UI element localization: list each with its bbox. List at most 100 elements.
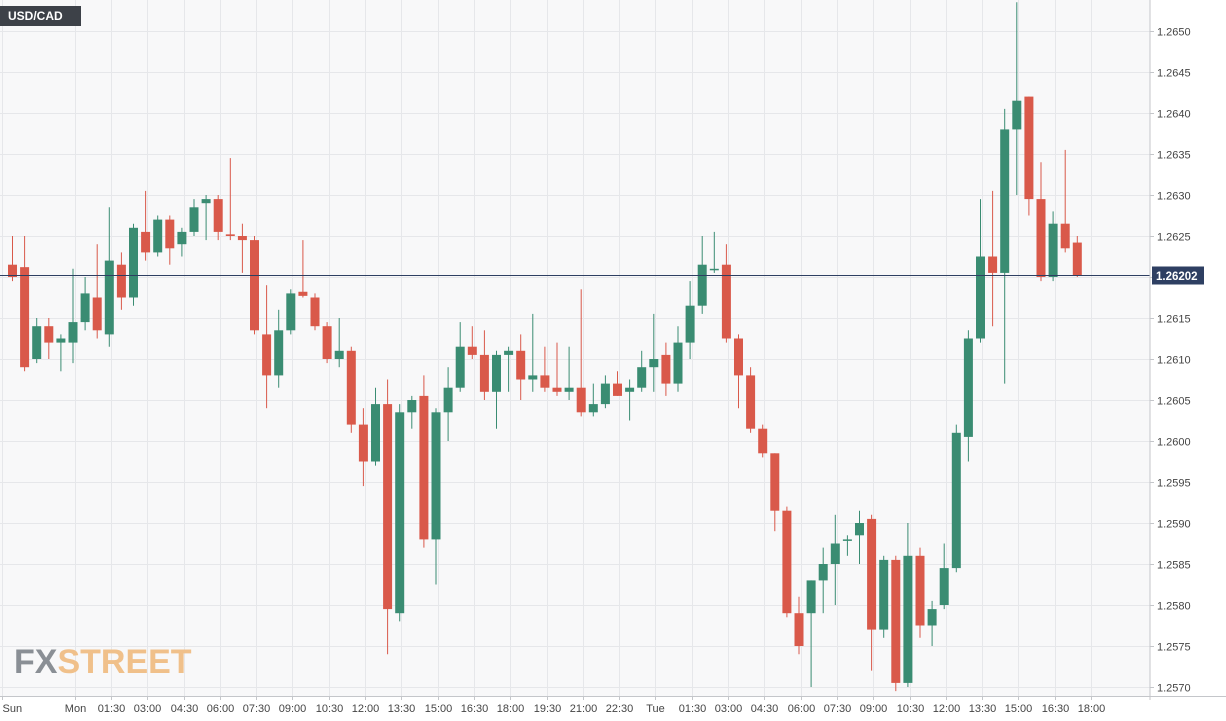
candle-body [1012, 100, 1022, 130]
candle-up [1012, 2, 1022, 195]
candle-body [794, 613, 804, 646]
candle-body [92, 297, 102, 331]
candle-body [806, 580, 816, 614]
x-tick-label: Sun [3, 703, 23, 715]
candle-body [576, 387, 586, 413]
candle-body [213, 199, 223, 232]
x-tick-label: 22:30 [606, 703, 634, 715]
price-tag-label: 1.26202 [1156, 271, 1198, 283]
candle-down [734, 334, 743, 409]
candle-up [963, 330, 973, 462]
candle-down [322, 322, 332, 364]
candle-down [383, 379, 393, 655]
candle-body [927, 609, 937, 626]
candle-body [286, 293, 296, 331]
candle-body [129, 227, 138, 298]
candle-body [419, 395, 429, 540]
candle-down [346, 346, 356, 433]
candle-up [177, 227, 187, 257]
candle-body [298, 291, 308, 296]
candle-body [758, 428, 768, 454]
candle-down [250, 236, 259, 335]
y-axis: 1.2650 1.2645 1.2640 1.2635 1.2630 1.2625 1.26… [1150, 27, 1191, 695]
x-tick-label: 09:00 [279, 703, 307, 715]
candle-down [782, 506, 792, 618]
x-tick-label: 06:00 [788, 703, 816, 715]
candle-body [709, 268, 719, 271]
candle-body [407, 400, 417, 413]
candle-body [782, 510, 792, 614]
candle-up [371, 387, 380, 466]
candle-body [274, 330, 284, 376]
candle-up [855, 510, 864, 564]
symbol-label: USD/CAD [0, 6, 81, 26]
candle-body [564, 387, 574, 392]
candle-up [1048, 211, 1058, 282]
candle-down [141, 190, 151, 261]
x-tick-label: 10:30 [316, 703, 344, 715]
x-tick-label: 09:00 [860, 703, 888, 715]
candle-down [721, 244, 731, 343]
y-tick-label: 1.2580 [1157, 601, 1191, 613]
x-tick-label: 06:00 [207, 703, 235, 715]
candle-body [976, 256, 985, 339]
candle-body [177, 231, 187, 245]
candle-up [395, 404, 405, 622]
candle-up [431, 408, 441, 585]
candle-down [44, 318, 54, 359]
candle-up [951, 424, 961, 573]
y-tick-label: 1.2585 [1157, 560, 1191, 572]
candle-body [225, 234, 235, 236]
candle-down [891, 555, 901, 692]
y-tick-label: 1.2570 [1157, 683, 1191, 695]
candle-up [818, 547, 828, 614]
candle-body [600, 383, 610, 405]
candle-down [1024, 96, 1034, 216]
candle-up [588, 383, 598, 417]
candle-body [637, 367, 647, 388]
candle-up [32, 318, 42, 364]
candle-up [685, 281, 695, 359]
candle-up [709, 231, 719, 273]
x-tick-label: 15:00 [1005, 703, 1033, 715]
candle-up [600, 375, 610, 409]
candle-body [56, 338, 66, 343]
candle-up [830, 514, 840, 605]
x-tick-label: 16:30 [461, 703, 489, 715]
candle-body [116, 264, 126, 298]
candle-body [492, 354, 501, 392]
candle-body [20, 267, 30, 368]
candle-up [56, 334, 66, 372]
x-tick-label: 12:00 [933, 703, 961, 715]
candle-up [201, 195, 211, 241]
y-tick-label: 1.2600 [1157, 437, 1191, 449]
candle-up [504, 346, 514, 392]
candle-up [129, 223, 138, 306]
candle-up [1000, 108, 1010, 384]
candle-down [746, 367, 756, 433]
x-tick-label: 19:30 [534, 703, 562, 715]
candle-body [673, 342, 683, 384]
candle-body [455, 346, 465, 388]
candle-body [528, 375, 538, 380]
candle-body [867, 518, 877, 630]
candle-up [68, 268, 78, 364]
candle-up [334, 318, 344, 368]
candle-down [419, 375, 429, 548]
candle-body [625, 387, 635, 392]
candle-down [262, 285, 272, 409]
candle-body [830, 543, 840, 564]
candle-body [746, 375, 756, 429]
candle-up [927, 600, 937, 646]
candle-body [237, 236, 247, 241]
candle-down [298, 240, 308, 298]
candle-body [842, 539, 852, 541]
candle-body [915, 555, 925, 626]
candle-body [32, 326, 42, 359]
candle-down [310, 293, 320, 331]
candle-up [153, 215, 163, 257]
candle-down [1036, 162, 1046, 282]
candle-down [758, 424, 768, 458]
